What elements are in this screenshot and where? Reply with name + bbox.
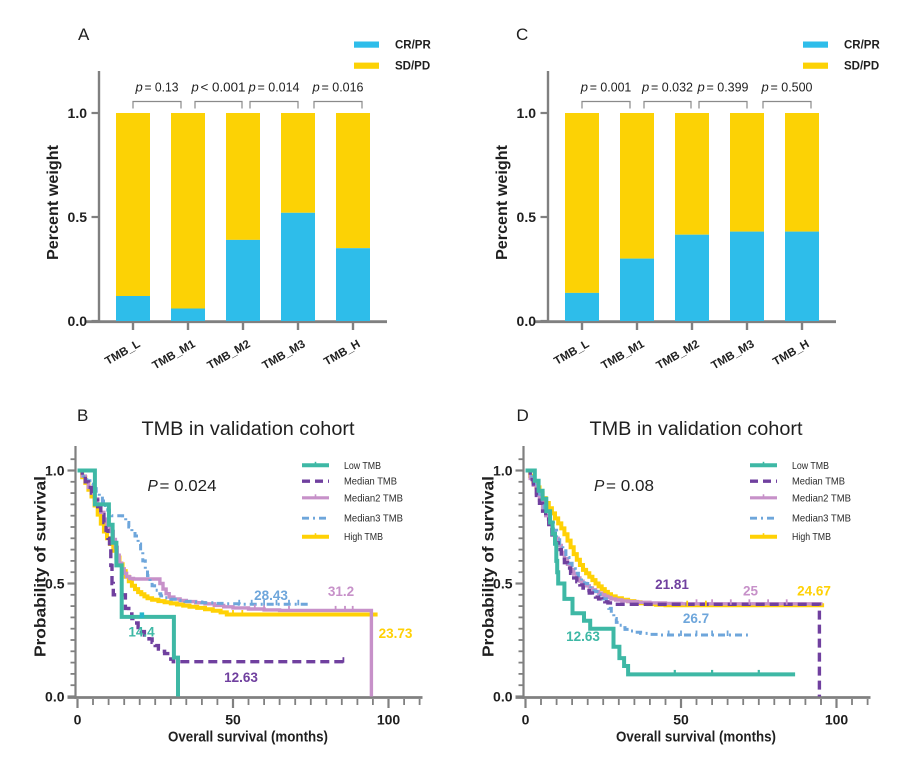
svg-text:= 0.08: = 0.08: [606, 478, 654, 495]
svg-text:Percent weight: Percent weight: [494, 144, 511, 260]
svg-text:1.0: 1.0: [68, 105, 88, 121]
svg-text:0.0: 0.0: [493, 689, 513, 705]
svg-text:p: p: [191, 80, 199, 95]
svg-text:= 0.024: = 0.024: [160, 478, 217, 495]
svg-text:p: p: [641, 80, 649, 95]
svg-text:28.43: 28.43: [254, 588, 288, 603]
svg-text:SD/PD: SD/PD: [844, 61, 879, 73]
svg-text:12.63: 12.63: [224, 670, 258, 685]
svg-text:p: p: [135, 80, 143, 95]
svg-text:p: p: [697, 80, 705, 95]
svg-text:23.73: 23.73: [379, 626, 413, 641]
svg-text:0.5: 0.5: [493, 576, 513, 592]
svg-text:1.0: 1.0: [45, 463, 65, 479]
svg-text:P: P: [594, 478, 605, 495]
svg-text:SD/PD: SD/PD: [395, 61, 430, 73]
svg-text:= 0.032: = 0.032: [651, 80, 693, 95]
svg-text:Probability of survival: Probability of survival: [33, 476, 50, 657]
svg-text:100: 100: [377, 712, 401, 728]
svg-text:50: 50: [225, 712, 241, 728]
svg-text:< 0.001: < 0.001: [201, 80, 246, 95]
svg-text:1.0: 1.0: [517, 105, 537, 121]
svg-text:25: 25: [743, 584, 759, 599]
svg-text:24.67: 24.67: [797, 584, 831, 599]
svg-text:TMB in validation cohort: TMB in validation cohort: [142, 419, 356, 440]
svg-text:p: p: [761, 80, 769, 95]
svg-text:= 0.13: = 0.13: [145, 80, 179, 95]
svg-text:High TMB: High TMB: [792, 531, 831, 543]
svg-text:= 0.399: = 0.399: [707, 80, 749, 95]
svg-text:0.5: 0.5: [517, 209, 537, 225]
svg-text:C: C: [516, 25, 528, 44]
svg-text:21.81: 21.81: [655, 577, 689, 592]
svg-text:Median TMB: Median TMB: [344, 476, 397, 488]
svg-text:Median2 TMB: Median2 TMB: [792, 492, 851, 504]
svg-text:D: D: [517, 406, 529, 425]
svg-text:p: p: [580, 80, 588, 95]
svg-text:High TMB: High TMB: [344, 531, 383, 543]
svg-text:CR/PR: CR/PR: [395, 39, 431, 51]
svg-text:0.0: 0.0: [45, 689, 65, 705]
svg-text:Percent weight: Percent weight: [45, 144, 62, 260]
svg-text:100: 100: [825, 712, 849, 728]
svg-text:Low TMB: Low TMB: [344, 460, 381, 472]
svg-text:TMB in validation cohort: TMB in validation cohort: [590, 419, 804, 440]
svg-text:0.5: 0.5: [68, 209, 88, 225]
svg-text:= 0.014: = 0.014: [258, 80, 300, 95]
svg-text:p: p: [248, 80, 256, 95]
svg-text:26.7: 26.7: [683, 611, 709, 626]
svg-text:= 0.001: = 0.001: [590, 80, 632, 95]
svg-text:0: 0: [522, 712, 530, 728]
svg-text:12.63: 12.63: [566, 629, 600, 644]
svg-text:Median3 TMB: Median3 TMB: [792, 513, 851, 525]
svg-text:0.0: 0.0: [517, 313, 537, 329]
svg-text:0.0: 0.0: [68, 313, 88, 329]
svg-text:50: 50: [673, 712, 689, 728]
svg-text:p: p: [312, 80, 320, 95]
svg-text:0.5: 0.5: [45, 576, 65, 592]
svg-text:Median2 TMB: Median2 TMB: [344, 492, 403, 504]
svg-text:B: B: [77, 406, 88, 425]
svg-text:Overall survival (months): Overall survival (months): [616, 729, 776, 746]
svg-text:Overall survival (months): Overall survival (months): [168, 729, 328, 746]
svg-text:CR/PR: CR/PR: [844, 39, 880, 51]
svg-text:31.2: 31.2: [328, 584, 354, 599]
svg-text:A: A: [78, 25, 90, 44]
svg-text:1.0: 1.0: [493, 463, 513, 479]
svg-text:Median3 TMB: Median3 TMB: [344, 513, 403, 525]
svg-text:= 0.500: = 0.500: [771, 80, 813, 95]
svg-text:= 0.016: = 0.016: [322, 80, 364, 95]
svg-text:P: P: [148, 478, 159, 495]
svg-text:14.4: 14.4: [128, 625, 155, 640]
svg-text:Probability of survival: Probability of survival: [481, 476, 498, 657]
svg-text:Low TMB: Low TMB: [792, 460, 829, 472]
svg-text:0: 0: [74, 712, 82, 728]
svg-text:Median TMB: Median TMB: [792, 476, 845, 488]
